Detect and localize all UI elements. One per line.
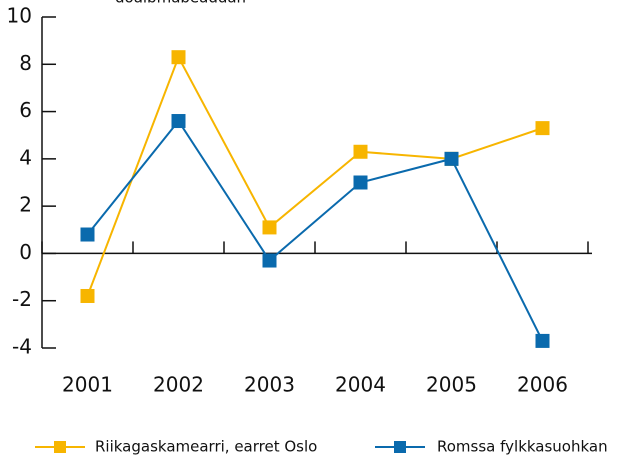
y-tick-label: 2 (19, 193, 32, 217)
point (262, 220, 277, 235)
point (353, 175, 368, 190)
y-tick-label: 6 (19, 98, 32, 122)
point (535, 333, 550, 348)
point (262, 253, 277, 268)
point (353, 144, 368, 159)
x-tick-label: 2006 (517, 373, 568, 397)
point (80, 288, 95, 303)
point (80, 227, 95, 242)
y-tick-label: 10 (7, 4, 32, 28)
point (171, 50, 186, 65)
series-line (86, 119, 544, 342)
y-tick-label: 4 (19, 145, 32, 169)
x-tick-label: 2005 (426, 373, 477, 397)
point (535, 121, 550, 136)
point (444, 151, 459, 166)
x-tick-label: 2003 (244, 373, 295, 397)
x-tick-label: 2002 (153, 373, 204, 397)
series-line (86, 54, 543, 297)
y-tick-label: -4 (12, 335, 32, 359)
y-tick-label: -2 (12, 287, 32, 311)
legend-label: Riikagaskamearri, earret Oslo (95, 438, 317, 456)
point (171, 114, 186, 129)
y-tick-label: 0 (19, 240, 32, 264)
chart-title: doaibmabeaddan (115, 0, 246, 7)
x-tick-label: 2004 (335, 373, 386, 397)
legend-label: Romssa fylkkasuohkan (437, 438, 608, 456)
y-tick-label: 8 (19, 51, 32, 75)
x-tick-label: 2001 (62, 373, 113, 397)
legend-marker (54, 441, 66, 453)
legend-marker (394, 441, 406, 453)
